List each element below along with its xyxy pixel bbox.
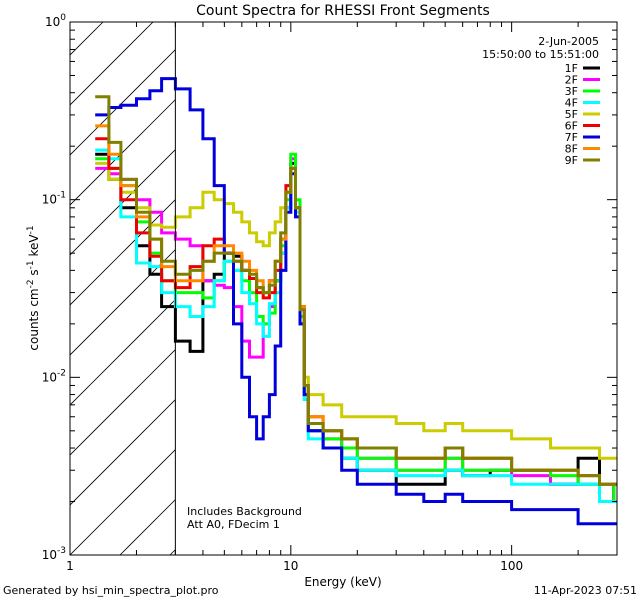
y-tick-label: 10-1 (42, 191, 66, 207)
legend-date: 2-Jun-2005 (538, 35, 599, 48)
x-tick-label: 10 (283, 559, 298, 573)
axis-ticks: 1 10 100 100 10-1 10-2 10-3 (42, 13, 618, 573)
legend-label-2f: 2F (565, 74, 578, 87)
chart-title: Count Spectra for RHESSI Front Segments (196, 3, 490, 19)
legend-label-3f: 3F (565, 85, 578, 98)
x-axis-label: Energy (keV) (304, 575, 381, 589)
plot-frame (69, 21, 618, 556)
background-hatched-region (70, 22, 617, 555)
legend-label-7f: 7F (565, 131, 578, 144)
footer-timestamp: 11-Apr-2023 07:51 (533, 584, 637, 597)
footer-generated-by: Generated by hsi_min_spectra_plot.pro (3, 584, 219, 597)
legend-label-1f: 1F (565, 62, 578, 75)
legend-label-5f: 5F (565, 108, 578, 121)
legend-label-8f: 8F (565, 143, 578, 156)
legend-time-range: 15:50:00 to 15:51:00 (482, 48, 599, 61)
x-tick-label: 1 (66, 559, 74, 573)
y-tick-label: 10-3 (42, 546, 66, 562)
y-axis-label: counts cm-2 s-1 keV-1 (26, 225, 41, 350)
legend-label-6f: 6F (565, 120, 578, 133)
x-tick-label: 100 (500, 559, 523, 573)
annotation-attenuator: Att A0, FDecim 1 (187, 518, 280, 531)
legend-label-9f: 9F (565, 154, 578, 167)
y-tick-label: 100 (45, 13, 66, 29)
annotation-background: Includes Background (187, 505, 302, 518)
legend-label-4f: 4F (565, 97, 578, 110)
y-tick-label: 10-2 (42, 368, 66, 384)
